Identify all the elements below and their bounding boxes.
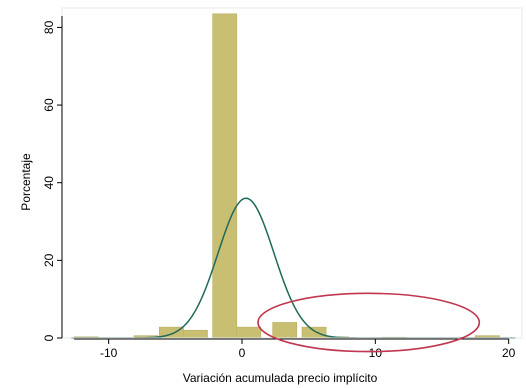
histogram-bar — [272, 322, 298, 339]
x-tick-label: -10 — [100, 346, 118, 360]
histogram-bar — [183, 329, 208, 339]
y-tick-label: 60 — [42, 98, 56, 112]
histogram-bar — [236, 326, 262, 339]
y-tick-label: 0 — [42, 334, 56, 341]
axes: -10 0 10 20 0 20 40 60 80 — [42, 7, 523, 360]
y-tick-label: 40 — [42, 176, 56, 190]
normal-density-curve — [71, 197, 516, 339]
histogram-bar — [212, 13, 238, 339]
x-tick-label: 0 — [239, 346, 246, 360]
x-tick-label: 20 — [502, 346, 516, 360]
y-tick-label: 80 — [42, 20, 56, 34]
x-axis-label: Variación acumulada precio implícito — [183, 371, 378, 385]
annotation-ellipse — [257, 292, 481, 353]
plot-frame — [61, 7, 523, 339]
x-tick-label: 10 — [369, 346, 383, 360]
y-tick-label: 20 — [42, 253, 56, 267]
histogram-bar — [301, 326, 327, 339]
y-axis-label: Porcentaje — [19, 153, 33, 211]
